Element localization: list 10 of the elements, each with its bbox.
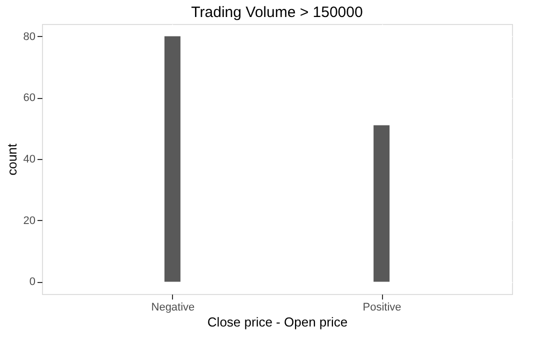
- y-tick-label: 80: [23, 30, 36, 43]
- x-tick-label: Negative: [151, 302, 195, 314]
- y-axis-title: count: [4, 143, 20, 176]
- chart-title: Trading Volume > 150000: [191, 4, 363, 21]
- x-tick-label: Positive: [362, 302, 402, 314]
- y-tick-label: 60: [23, 92, 36, 104]
- y-tick-label: 0: [29, 276, 36, 288]
- y-tick-label: 20: [23, 214, 36, 227]
- x-axis-title: Close price - Open price: [207, 314, 348, 330]
- y-tick-label: 40: [23, 154, 36, 166]
